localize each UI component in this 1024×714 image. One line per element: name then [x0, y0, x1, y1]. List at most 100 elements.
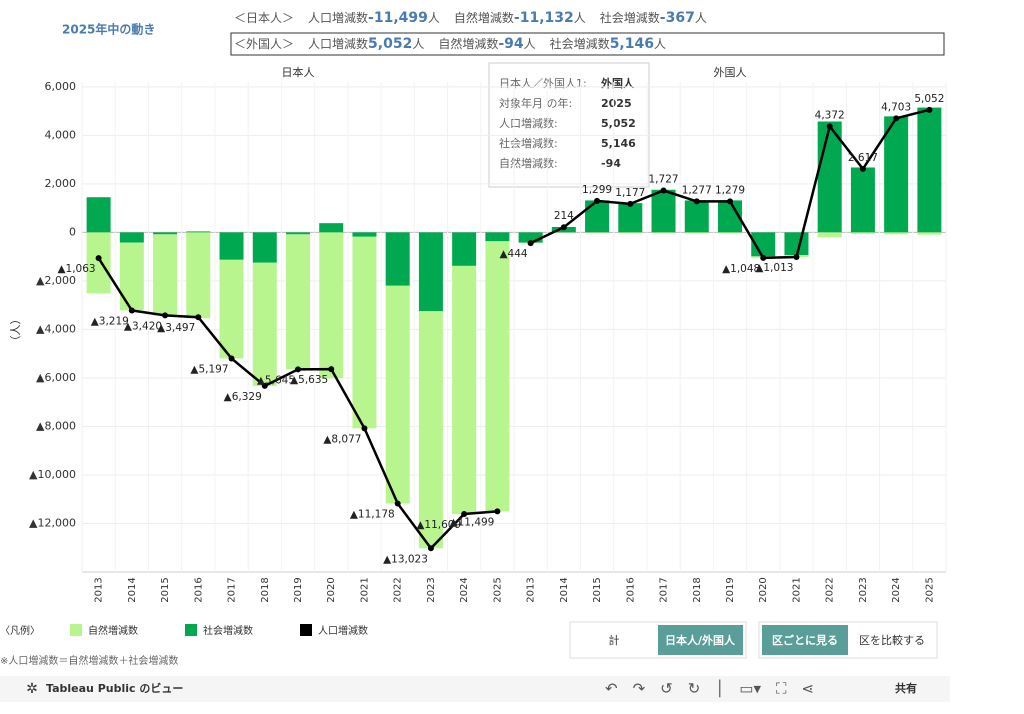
y-tick-label: ▲2,000 [36, 274, 76, 287]
bar [386, 232, 410, 285]
bar [120, 232, 144, 242]
x-tick-label: 2014 [127, 577, 138, 602]
x-tick-label: 2025 [492, 577, 503, 602]
summary-value: -367 [660, 10, 695, 26]
group-label: ＜外国人＞ [234, 37, 294, 51]
bar [153, 232, 177, 234]
bar [485, 241, 509, 511]
button[interactable]: 区ごとに見る [772, 633, 838, 647]
point [727, 198, 733, 204]
data-label: 4,703 [881, 101, 911, 113]
group-label: ＜日本人＞ [234, 11, 294, 25]
button[interactable]: 区を比較する [859, 633, 925, 647]
summary-label: 自然増減数 [438, 36, 498, 51]
data-label: ▲11,499 [450, 516, 495, 528]
x-tick-label: 2013 [526, 577, 537, 602]
x-tick-label: 2021 [359, 577, 370, 602]
bar [419, 311, 443, 548]
x-tick-label: 2017 [227, 577, 238, 602]
summary-value: 5,052 [368, 36, 412, 52]
share-button[interactable]: 共有 [895, 681, 917, 695]
point [328, 366, 334, 372]
bar [618, 203, 642, 232]
point [494, 508, 500, 514]
toolbar-brand[interactable]: Tableau Public のビュー [46, 681, 183, 695]
bar [784, 232, 808, 255]
x-tick-label: 2015 [592, 577, 603, 602]
bar [319, 232, 343, 378]
panel-header: 日本人 [282, 65, 315, 79]
y-tick-label: 2,000 [45, 177, 77, 190]
point [594, 198, 600, 204]
bar [253, 263, 277, 386]
data-label: ▲8,077 [323, 433, 361, 445]
bar [286, 234, 310, 369]
summary-unit: 人 [524, 37, 536, 51]
bar [186, 231, 210, 232]
legend-label: 自然増減数 [88, 624, 138, 637]
x-tick-label: 2014 [559, 577, 570, 602]
bar [818, 232, 842, 237]
bar [917, 108, 941, 233]
tooltip-label: 対象年月 の年: [499, 96, 572, 110]
x-tick-label: 2017 [659, 577, 670, 602]
bar [718, 232, 742, 233]
toolbar-icons[interactable]: ↶ ↷ ↺ ↻ │ ▭▾ ⛶ ⋖ [605, 679, 814, 698]
y-tick-label: ▲10,000 [29, 468, 76, 481]
button[interactable]: 計 [609, 633, 620, 647]
summary-label: 人口増減数 [308, 36, 368, 51]
point [162, 312, 168, 318]
x-tick-label: 2018 [260, 577, 271, 602]
x-tick-label: 2023 [858, 577, 869, 602]
bar [851, 167, 875, 232]
bar [153, 234, 177, 315]
point [760, 255, 766, 261]
bar [352, 237, 376, 429]
tooltip-label: 社会増減数: [499, 136, 558, 150]
data-label: 5,052 [914, 93, 944, 105]
summary-unit: 人 [574, 11, 586, 25]
x-tick-label: 2016 [193, 577, 204, 602]
bar [220, 260, 244, 359]
y-tick-label: ▲6,000 [36, 371, 76, 384]
tooltip-value: 5,052 [601, 117, 636, 130]
bar [452, 266, 476, 514]
tableau-icon: ✲ [26, 681, 38, 697]
y-tick-label: 0 [69, 225, 76, 238]
data-label: ▲6,329 [224, 391, 262, 403]
button[interactable]: 日本人/外国人 [665, 633, 736, 647]
y-tick-label: 6,000 [45, 80, 77, 93]
y-tick-label: 4,000 [45, 128, 77, 141]
bar [419, 232, 443, 311]
summary-row: ＜外国人＞人口増減数5,052人自然増減数-94人社会増減数5,146人 [234, 36, 666, 53]
bar [253, 232, 277, 262]
bar [884, 116, 908, 232]
x-tick-label: 2022 [393, 577, 404, 602]
bar [652, 232, 676, 233]
data-label: 1,177 [615, 187, 645, 199]
bar [352, 232, 376, 236]
point [428, 545, 434, 551]
bar [220, 232, 244, 259]
bar [286, 232, 310, 234]
data-label: ▲3,497 [157, 322, 195, 334]
tooltip-value: 外国人 [600, 76, 635, 90]
bar [485, 232, 509, 241]
x-tick-label: 2025 [924, 577, 935, 602]
summary-label: 社会増減数 [550, 36, 610, 51]
y-tick-label: ▲8,000 [36, 419, 76, 432]
point [860, 166, 866, 172]
point [561, 224, 567, 230]
summary-unit: 人 [654, 37, 666, 51]
bar [685, 232, 709, 233]
point [926, 107, 932, 113]
dashboard-title: 2025年中の動き [62, 22, 155, 37]
point [694, 198, 700, 204]
point [361, 425, 367, 431]
x-tick-label: 2024 [891, 577, 902, 602]
bar [319, 223, 343, 232]
tooltip-label: 自然増減数: [499, 156, 558, 170]
point [295, 366, 301, 372]
data-label: ▲5,635 [290, 374, 328, 386]
data-label: 214 [554, 210, 574, 222]
